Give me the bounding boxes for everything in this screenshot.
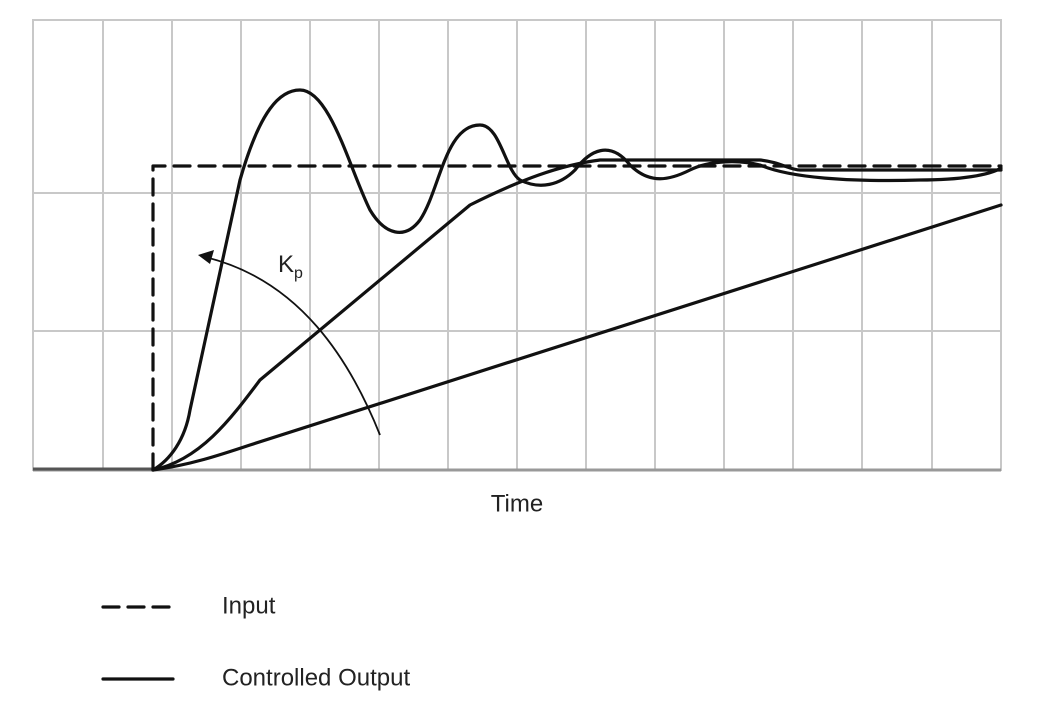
input-step	[151, 164, 1003, 472]
low-gain-response	[151, 203, 1003, 472]
legend-label: Controlled Output	[222, 664, 410, 691]
arrow-head	[198, 250, 214, 264]
grid	[32, 19, 1002, 472]
gain-label: Kp	[278, 251, 303, 282]
gain-subscript: p	[294, 265, 303, 282]
x-axis-label: Time	[491, 490, 543, 517]
legend-label: Input	[222, 592, 276, 619]
medium-gain-response	[151, 158, 1003, 472]
high-gain-response	[151, 88, 1003, 472]
gain-arrow	[204, 256, 381, 436]
gain-symbol: K	[278, 251, 294, 278]
